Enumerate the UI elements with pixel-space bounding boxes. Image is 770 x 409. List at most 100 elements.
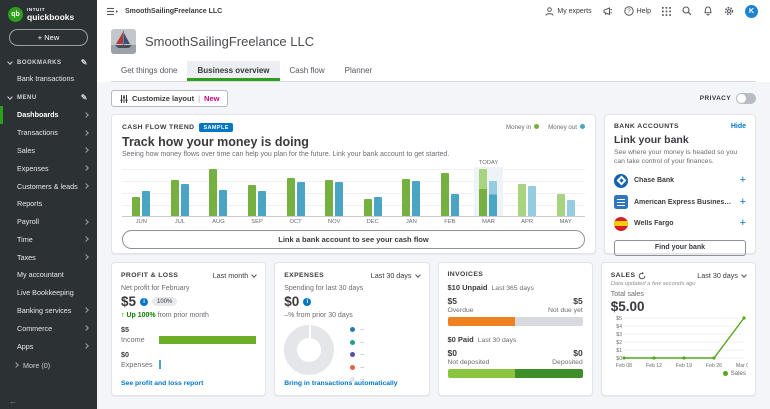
customize-layout-label: Customize layout bbox=[132, 94, 195, 103]
sliders-icon bbox=[120, 94, 128, 103]
svg-text:Feb 12: Feb 12 bbox=[646, 363, 662, 369]
sidebar-item-label: My accountant bbox=[17, 270, 64, 280]
svg-text:Feb 19: Feb 19 bbox=[676, 363, 692, 369]
cashflow-bar bbox=[296, 182, 305, 216]
chevron-right-icon bbox=[83, 147, 89, 154]
svg-text:$3: $3 bbox=[616, 332, 622, 338]
cashflow-bar bbox=[402, 178, 411, 216]
logo-name: quickbooks bbox=[27, 11, 75, 22]
collapse-sidebar-icon[interactable]: ← bbox=[9, 397, 17, 406]
tabs: Get things done Business overview Cash flo… bbox=[111, 61, 756, 82]
tab-planner[interactable]: Planner bbox=[344, 66, 373, 75]
find-your-bank-button[interactable]: Find your bank bbox=[614, 239, 746, 256]
svg-text:Mar 04: Mar 04 bbox=[736, 363, 748, 369]
expenses-range-dropdown[interactable]: Last 30 days bbox=[371, 271, 421, 280]
sidebar-item-time[interactable]: Time bbox=[0, 230, 97, 248]
bank-row-wells-fargo[interactable]: Wells Fargo + bbox=[614, 216, 746, 231]
hamburger-menu-icon[interactable] bbox=[107, 7, 118, 16]
my-experts-button[interactable]: My experts bbox=[545, 6, 592, 16]
user-avatar[interactable]: K bbox=[745, 4, 758, 18]
cashflow-headline: Track how your money is doing bbox=[122, 135, 309, 149]
month-label: AUG bbox=[212, 219, 225, 225]
legend-dot bbox=[350, 327, 356, 332]
income-value: $5 bbox=[121, 325, 129, 334]
sidebar-item-my-accountant[interactable]: My accountant bbox=[0, 266, 97, 284]
cashflow-bar bbox=[363, 198, 372, 216]
feedback-megaphone-icon[interactable] bbox=[603, 6, 613, 16]
sidebar-item-commerce[interactable]: Commerce bbox=[0, 319, 97, 337]
sidebar-item-dashboards[interactable]: Dashboards bbox=[0, 106, 97, 124]
money-in-dot bbox=[534, 124, 540, 129]
sidebar-item-reports[interactable]: Reports bbox=[0, 195, 97, 213]
tab-get-things-done[interactable]: Get things done bbox=[121, 66, 178, 75]
svg-text:?: ? bbox=[627, 9, 631, 15]
sidebar-item-banking-services[interactable]: Banking services bbox=[0, 302, 97, 320]
divider: | bbox=[198, 94, 201, 103]
privacy-toggle[interactable] bbox=[736, 93, 756, 104]
sidebar-item-more[interactable]: More (0) bbox=[0, 355, 97, 376]
month-label: NOV bbox=[327, 219, 341, 225]
month-label: FEB bbox=[444, 219, 456, 225]
bank-row-chase-bank[interactable]: Chase Bank + bbox=[614, 173, 746, 188]
month-label: MAY bbox=[559, 219, 572, 225]
notdue-label: Not due yet bbox=[547, 307, 583, 314]
info-icon[interactable]: i bbox=[140, 297, 149, 306]
hide-link[interactable]: Hide bbox=[730, 123, 746, 130]
notifications-bell-icon[interactable] bbox=[703, 6, 713, 16]
menu-label: MENU bbox=[17, 95, 37, 101]
bookmarks-section-header[interactable]: BOOKMARKS ✎ bbox=[0, 55, 97, 71]
add-bank-icon[interactable]: + bbox=[739, 195, 746, 208]
info-icon[interactable]: i bbox=[303, 297, 312, 306]
tab-cash-flow[interactable]: Cash flow bbox=[289, 66, 325, 75]
add-bank-icon[interactable]: + bbox=[739, 174, 746, 187]
sidebar-item-payroll[interactable]: Payroll bbox=[0, 213, 97, 231]
sidebar-item-bank-transactions[interactable]: Bank transactions bbox=[17, 74, 75, 83]
expenses-bar bbox=[159, 360, 161, 369]
legend-dot bbox=[350, 339, 356, 345]
cashflow-bar bbox=[528, 186, 537, 216]
month-label: JUN bbox=[135, 219, 147, 225]
add-bank-icon[interactable]: + bbox=[739, 217, 746, 230]
sidebar-menu-items: Dashboards Transactions Sales Expenses Custo… bbox=[0, 106, 97, 355]
see-profit-loss-report-link[interactable]: See profit and loss report bbox=[121, 380, 204, 387]
bank-name: Chase Bank bbox=[634, 177, 675, 185]
sidebar-item-customers-leads[interactable]: Customers & leads bbox=[0, 177, 97, 195]
sales-range-dropdown[interactable]: Last 30 days bbox=[697, 271, 747, 280]
month-label: DEC bbox=[366, 219, 379, 225]
apps-grid-icon[interactable] bbox=[662, 6, 671, 16]
new-button[interactable]: + New bbox=[9, 29, 88, 46]
help-button[interactable]: ? Help bbox=[623, 6, 651, 16]
bring-in-transactions-link[interactable]: Bring in transactions automatically bbox=[284, 380, 398, 387]
settings-gear-icon[interactable] bbox=[724, 6, 734, 16]
tab-business-overview[interactable]: Business overview bbox=[187, 61, 280, 81]
menu-section-header[interactable]: MENU ✎ bbox=[0, 90, 97, 106]
sidebar-item-label: Apps bbox=[17, 341, 34, 351]
refresh-icon[interactable] bbox=[638, 271, 646, 280]
sidebar-item-live-bookkeeping[interactable]: Live Bookkeeping bbox=[0, 284, 97, 302]
search-icon[interactable] bbox=[682, 6, 692, 16]
sidebar-item-apps[interactable]: Apps bbox=[0, 337, 97, 355]
company-avatar bbox=[111, 29, 136, 54]
customize-layout-button[interactable]: Customize layout | New bbox=[111, 90, 229, 107]
cashflow-bar bbox=[180, 184, 189, 216]
unpaid-bar[interactable] bbox=[447, 317, 583, 326]
main-area: SmoothSailingFreelance LLC My experts ? … bbox=[97, 0, 770, 409]
sidebar-item-taxes[interactable]: Taxes bbox=[0, 248, 97, 266]
cashflow-bar bbox=[412, 181, 421, 216]
sidebar-item-transactions[interactable]: Transactions bbox=[0, 124, 97, 142]
topbar-company-name[interactable]: SmoothSailingFreelance LLC bbox=[125, 7, 223, 15]
profit-loss-range-dropdown[interactable]: Last month bbox=[213, 271, 258, 280]
sidebar-item-sales[interactable]: Sales bbox=[0, 142, 97, 160]
bank-row-american-express-business-credit-c[interactable]: American Express Business Credit C... + bbox=[614, 195, 746, 210]
paid-bar[interactable] bbox=[447, 369, 583, 378]
edit-pencil-icon[interactable]: ✎ bbox=[80, 93, 88, 102]
sidebar-item-expenses[interactable]: Expenses bbox=[0, 159, 97, 177]
link-bank-account-button[interactable]: Link a bank account to see your cash flo… bbox=[122, 230, 585, 249]
edit-pencil-icon[interactable]: ✎ bbox=[80, 58, 88, 67]
dashboard-content: Customize layout | New PRIVACY CASH FLOW… bbox=[97, 82, 770, 409]
cashflow-bar bbox=[479, 169, 488, 216]
sidebar-item-label: Banking services bbox=[17, 305, 72, 315]
profit-trend: Up 100% from prior month bbox=[121, 312, 256, 319]
sales-dot bbox=[722, 371, 728, 376]
